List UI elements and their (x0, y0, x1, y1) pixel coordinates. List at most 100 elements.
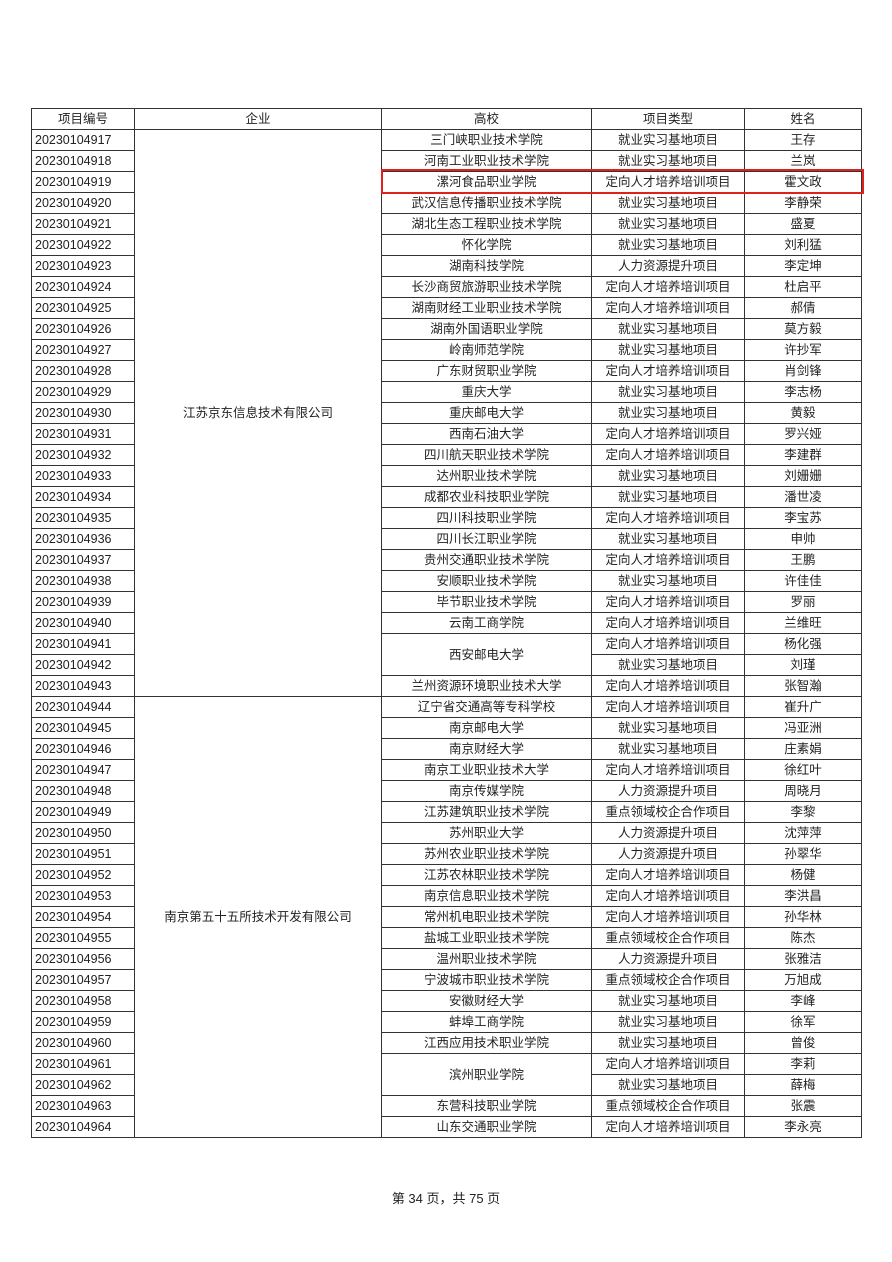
person-name: 潘世凌 (744, 486, 862, 508)
school-name: 苏州职业大学 (381, 822, 592, 844)
project-type: 人力资源提升项目 (591, 255, 745, 277)
person-name: 兰岚 (744, 150, 862, 172)
school-name: 江苏农林职业技术学院 (381, 864, 592, 886)
school-name: 贵州交通职业技术学院 (381, 549, 592, 571)
table-row: 20230104954 常州机电职业技术学院 定向人才培养培训项目 孙华林 (31, 906, 862, 928)
person-name: 李莉 (744, 1053, 862, 1075)
table-row: 20230104963 东营科技职业学院 重点领域校企合作项目 张震 (31, 1095, 862, 1117)
project-type: 就业实习基地项目 (591, 528, 745, 550)
school-name: 四川航天职业技术学院 (381, 444, 592, 466)
person-name: 薛梅 (744, 1074, 862, 1096)
table-row: 20230104953 南京信息职业技术学院 定向人才培养培训项目 李洪昌 (31, 885, 862, 907)
project-type: 定向人才培养培训项目 (591, 906, 745, 928)
school-name: 东营科技职业学院 (381, 1095, 592, 1117)
table-row: 20230104941 西安邮电大学 定向人才培养培训项目 杨化强 (31, 633, 862, 676)
person-name: 孙华林 (744, 906, 862, 928)
school-name: 湖南财经工业职业技术学院 (381, 297, 592, 319)
project-type: 定向人才培养培训项目 (591, 507, 745, 529)
project-id: 20230104929 (31, 381, 135, 403)
project-id: 20230104931 (31, 423, 135, 445)
project-type: 定向人才培养培训项目 (591, 171, 745, 193)
school-name: 兰州资源环境职业技术大学 (381, 675, 592, 697)
table-row: 20230104927 岭南师范学院 就业实习基地项目 许抄军 (31, 339, 862, 361)
school-name: 温州职业技术学院 (381, 948, 592, 970)
project-id: 20230104936 (31, 528, 135, 550)
project-type: 就业实习基地项目 (591, 990, 745, 1012)
header-type: 项目类型 (591, 108, 745, 130)
school-name: 安顺职业技术学院 (381, 570, 592, 592)
school-name: 武汉信息传播职业技术学院 (381, 192, 592, 214)
project-id: 20230104934 (31, 486, 135, 508)
project-id: 20230104949 (31, 801, 135, 823)
project-type: 定向人才培养培训项目 (591, 1116, 745, 1138)
project-type: 人力资源提升项目 (591, 822, 745, 844)
table-row: 20230104952 江苏农林职业技术学院 定向人才培养培训项目 杨健 (31, 864, 862, 886)
person-name: 许抄军 (744, 339, 862, 361)
table-row: 20230104942 就业实习基地项目 刘瑾 (31, 654, 862, 676)
school-name: 江苏建筑职业技术学院 (381, 801, 592, 823)
table-row: 20230104962 就业实习基地项目 薛梅 (31, 1074, 862, 1096)
project-type: 就业实习基地项目 (591, 654, 745, 676)
person-name: 孙翠华 (744, 843, 862, 865)
project-id: 20230104927 (31, 339, 135, 361)
person-name: 李峰 (744, 990, 862, 1012)
project-type: 就业实习基地项目 (591, 318, 745, 340)
school-name: 三门峡职业技术学院 (381, 129, 592, 151)
school-name: 山东交通职业学院 (381, 1116, 592, 1138)
project-type: 就业实习基地项目 (591, 234, 745, 256)
person-name: 陈杰 (744, 927, 862, 949)
project-id: 20230104964 (31, 1116, 135, 1138)
school-name: 成都农业科技职业学院 (381, 486, 592, 508)
person-name: 李志杨 (744, 381, 862, 403)
person-name: 罗丽 (744, 591, 862, 613)
school-name: 西南石油大学 (381, 423, 592, 445)
school-name: 安徽财经大学 (381, 990, 592, 1012)
project-type: 就业实习基地项目 (591, 570, 745, 592)
person-name: 黄毅 (744, 402, 862, 424)
table-row: 20230104943 兰州资源环境职业技术大学 定向人才培养培训项目 张智瀚 (31, 675, 862, 697)
project-id: 20230104926 (31, 318, 135, 340)
person-name: 王存 (744, 129, 862, 151)
page-footer: 第 34 页，共 75 页 (391, 1191, 501, 1206)
person-name: 曾俊 (744, 1032, 862, 1054)
person-name: 李静荣 (744, 192, 862, 214)
school-name: 西安邮电大学 (381, 633, 592, 676)
project-id: 20230104957 (31, 969, 135, 991)
project-id: 20230104951 (31, 843, 135, 865)
person-name: 刘瑾 (744, 654, 862, 676)
project-type: 定向人才培养培训项目 (591, 423, 745, 445)
person-name: 霍文政 (744, 171, 862, 193)
table-row: 20230104948 南京传媒学院 人力资源提升项目 周晓月 (31, 780, 862, 802)
project-id: 20230104921 (31, 213, 135, 235)
school-name: 河南工业职业技术学院 (381, 150, 592, 172)
project-id: 20230104947 (31, 759, 135, 781)
project-id: 20230104917 (31, 129, 135, 151)
project-id: 20230104924 (31, 276, 135, 298)
project-type: 定向人才培养培训项目 (591, 1053, 745, 1075)
project-type: 人力资源提升项目 (591, 948, 745, 970)
project-type: 定向人才培养培训项目 (591, 759, 745, 781)
person-name: 庄素娟 (744, 738, 862, 760)
school-name: 岭南师范学院 (381, 339, 592, 361)
person-name: 李宝苏 (744, 507, 862, 529)
school-name: 南京财经大学 (381, 738, 592, 760)
project-id: 20230104959 (31, 1011, 135, 1033)
project-id: 20230104945 (31, 717, 135, 739)
table-row: 20230104951 苏州农业职业技术学院 人力资源提升项目 孙翠华 (31, 843, 862, 865)
project-id: 20230104939 (31, 591, 135, 613)
school-name: 达州职业技术学院 (381, 465, 592, 487)
project-type: 定向人才培养培训项目 (591, 885, 745, 907)
table-row: 20230104924 长沙商贸旅游职业技术学院 定向人才培养培训项目 杜启平 (31, 276, 862, 298)
project-type: 定向人才培养培训项目 (591, 696, 745, 718)
person-name: 李永亮 (744, 1116, 862, 1138)
project-type: 就业实习基地项目 (591, 402, 745, 424)
person-name: 李建群 (744, 444, 862, 466)
project-type: 就业实习基地项目 (591, 1074, 745, 1096)
project-type: 就业实习基地项目 (591, 339, 745, 361)
project-type: 人力资源提升项目 (591, 843, 745, 865)
project-type: 就业实习基地项目 (591, 486, 745, 508)
person-name: 王鹏 (744, 549, 862, 571)
school-name: 江西应用技术职业学院 (381, 1032, 592, 1054)
person-name: 兰维旺 (744, 612, 862, 634)
person-name: 张智瀚 (744, 675, 862, 697)
